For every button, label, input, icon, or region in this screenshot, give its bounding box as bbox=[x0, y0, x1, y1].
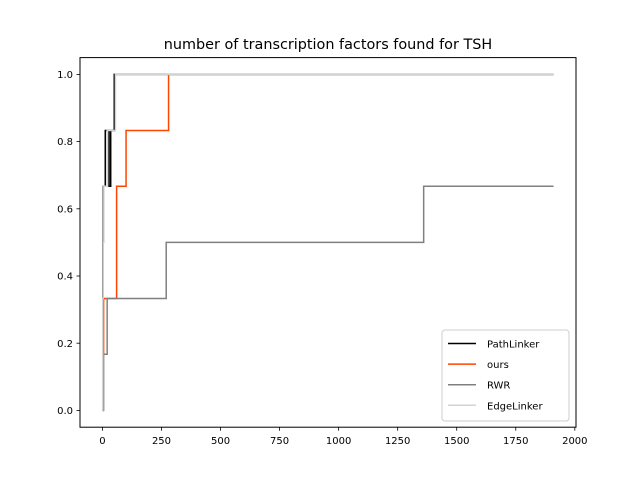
legend-box bbox=[441, 329, 570, 422]
series-layer bbox=[101, 73, 554, 412]
series-line-edgelinker bbox=[101, 73, 554, 412]
y-tick-label: 0.6 bbox=[57, 204, 73, 215]
y-axis: 0.0 0.2 0.4 0.6 0.8 1.0 bbox=[57, 70, 80, 417]
x-tick-label: 500 bbox=[211, 436, 230, 447]
x-tick-label: 250 bbox=[152, 436, 171, 447]
chart-title: number of transcription factors found fo… bbox=[164, 37, 492, 53]
legend-label-rwr: RWR bbox=[487, 381, 510, 392]
x-tick-label: 1750 bbox=[503, 436, 528, 447]
y-tick-label: 0.4 bbox=[57, 272, 73, 283]
y-tick-label: 0.0 bbox=[57, 406, 73, 417]
y-tick-label: 1.0 bbox=[57, 70, 73, 81]
legend: PathLinker ours RWR EdgeLinker bbox=[441, 329, 570, 422]
series-line-rwr bbox=[102, 185, 554, 412]
x-tick-label: 1000 bbox=[326, 436, 351, 447]
x-tick-label: 1250 bbox=[385, 436, 410, 447]
x-axis: 0 250 500 750 1000 1250 1500 1750 2000 bbox=[99, 427, 588, 447]
y-tick-label: 0.2 bbox=[57, 339, 73, 350]
legend-label-ours: ours bbox=[487, 360, 509, 371]
x-tick-label: 0 bbox=[99, 436, 105, 447]
legend-label-edgelinker: EdgeLinker bbox=[487, 401, 543, 412]
plot-frame bbox=[79, 57, 577, 428]
x-tick-label: 1500 bbox=[444, 436, 469, 447]
x-tick-label: 2000 bbox=[562, 436, 587, 447]
legend-label-pathlinker: PathLinker bbox=[487, 340, 540, 351]
x-tick-label: 750 bbox=[270, 436, 289, 447]
y-tick-label: 0.8 bbox=[57, 137, 73, 148]
